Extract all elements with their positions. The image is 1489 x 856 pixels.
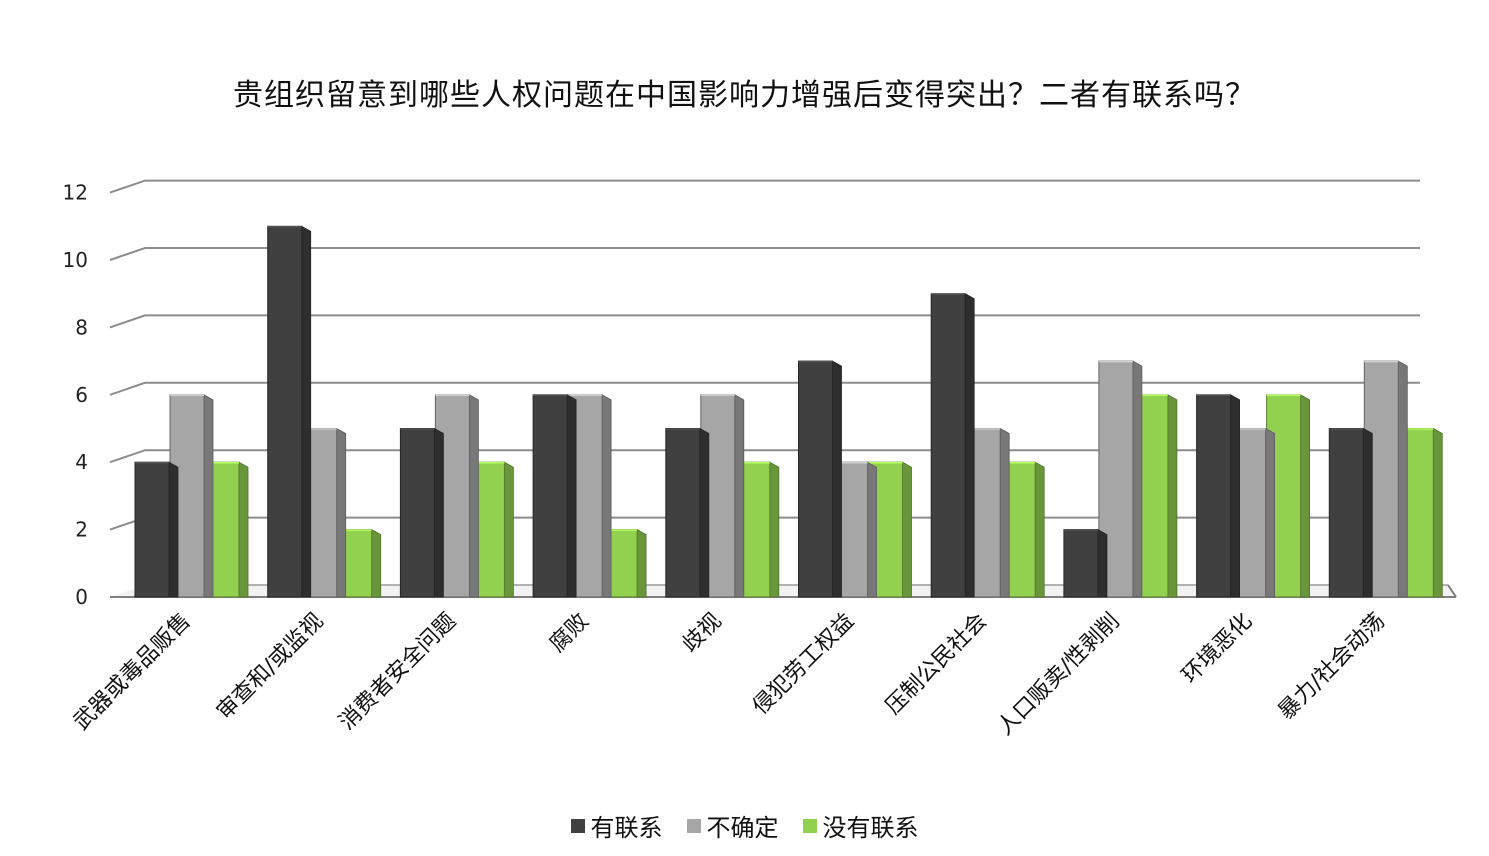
bar-side	[867, 461, 877, 598]
bar-side	[468, 394, 479, 598]
bar-side	[503, 461, 514, 598]
legend-label: 不确定	[706, 814, 779, 842]
bar	[798, 360, 842, 598]
bar-side	[1167, 394, 1178, 598]
bar-front	[1196, 394, 1232, 598]
bar	[1328, 427, 1373, 598]
bar-side	[1230, 394, 1240, 598]
bar-side	[964, 293, 975, 598]
bar-side	[902, 461, 912, 598]
x-tick-label: 消费者安全问题	[335, 609, 462, 736]
y-tick-label: 2	[75, 518, 88, 542]
y-tick-label: 8	[75, 315, 88, 339]
bar-side	[1397, 360, 1408, 598]
x-axis-end-line	[1447, 584, 1457, 598]
x-tick-label: 暴力/社会动荡	[1274, 609, 1390, 725]
bar-side	[734, 394, 745, 598]
legend-item: 没有联系	[802, 808, 919, 843]
bar-side	[1362, 427, 1373, 598]
bar-side	[433, 427, 444, 598]
bar-side	[566, 394, 577, 598]
y-tick-label: 10	[63, 248, 88, 272]
bar-side	[371, 528, 382, 598]
legend-label: 没有联系	[822, 814, 919, 842]
bar-front	[798, 360, 833, 598]
y-tick-label: 4	[75, 450, 88, 474]
bar-front	[930, 293, 966, 598]
bar-side	[999, 427, 1010, 598]
x-tick-label: 歧视	[678, 609, 727, 658]
bar	[267, 225, 312, 598]
bar-side	[301, 225, 312, 598]
bar-front	[1063, 529, 1099, 598]
bar	[665, 427, 710, 598]
x-tick-label: 武器或毒品贩售	[69, 609, 196, 736]
gridline	[109, 381, 1420, 396]
bar-side	[1300, 394, 1310, 598]
bar-front	[532, 394, 568, 598]
legend-item: 不确定	[686, 808, 779, 843]
bar	[399, 427, 444, 598]
bar	[1063, 528, 1108, 598]
gridlines	[109, 179, 1420, 531]
bar	[930, 293, 975, 598]
x-tick-label: 压制公民社会	[881, 609, 992, 720]
bar-side	[168, 461, 179, 598]
legend-label: 有联系	[590, 814, 663, 842]
bar-side	[203, 394, 214, 598]
bar-front	[1328, 428, 1364, 598]
bar-front	[665, 428, 701, 598]
gridline	[109, 247, 1420, 261]
bar-front	[134, 461, 170, 598]
x-tick-label: 侵犯劳工权益	[748, 609, 859, 720]
bar-side	[1132, 360, 1143, 598]
bar-side	[1097, 528, 1108, 598]
chart-title: 贵组织留意到哪些人权问题在中国影响力增强后变得突出？二者有联系吗？	[233, 78, 1256, 113]
bars	[134, 225, 1443, 598]
gridline	[109, 179, 1420, 194]
y-tick-labels: 0 2 4 6 8 10 12	[63, 181, 88, 609]
y-tick-label: 12	[63, 181, 88, 205]
x-tick-label: 人口贩卖/性剥削	[993, 609, 1125, 741]
bar-side	[601, 394, 612, 598]
y-tick-label: 6	[75, 383, 88, 407]
bar-front	[267, 225, 303, 598]
bar-side	[238, 461, 249, 598]
bar	[134, 461, 179, 598]
legend-swatch	[686, 818, 701, 833]
bar-side	[1265, 427, 1275, 598]
bar-side	[832, 360, 842, 598]
gridline	[109, 314, 1420, 329]
bar-side	[1034, 461, 1045, 598]
bar-side	[336, 427, 347, 598]
legend: 有联系 不确定 没有联系	[0, 808, 1489, 843]
bar-front	[399, 428, 435, 598]
x-tick-labels: 武器或毒品贩售 审查和/或监视 消费者安全问题 腐败 歧视 侵犯劳工权益 压制公民社会 人口贩…	[69, 609, 1390, 741]
bar-side	[769, 461, 780, 598]
bar-side	[636, 528, 647, 598]
x-tick-label: 环境恶化	[1177, 609, 1257, 689]
legend-swatch	[570, 818, 585, 833]
bar	[1196, 394, 1240, 598]
x-tick-label: 审查和/或监视	[212, 609, 328, 725]
bar	[1098, 360, 1143, 598]
bar-side	[1432, 427, 1443, 598]
bar-side	[699, 427, 710, 598]
x-tick-label: 腐败	[545, 609, 594, 658]
y-tick-label: 0	[75, 585, 88, 609]
legend-swatch	[802, 818, 817, 833]
legend-item: 有联系	[570, 808, 663, 843]
bar	[532, 394, 577, 598]
